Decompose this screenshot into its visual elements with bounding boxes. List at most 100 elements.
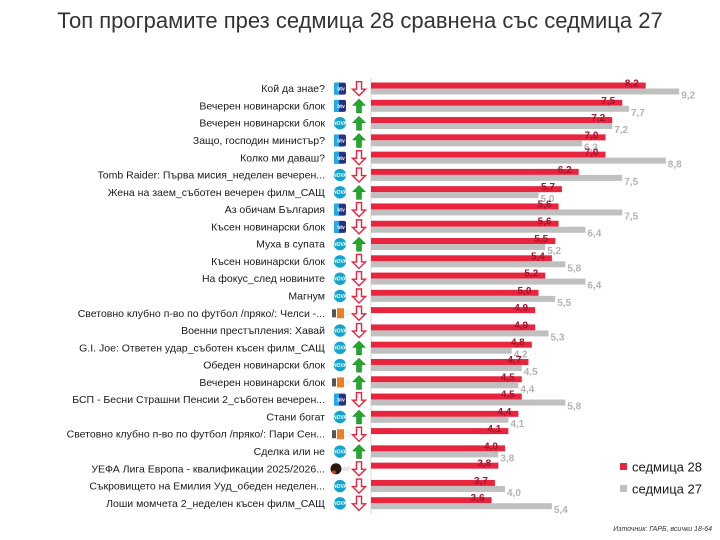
legend-swatch-week28 [620, 463, 627, 470]
trend-up-arrow-icon [351, 184, 367, 200]
bar-week28 [371, 151, 606, 158]
trend-down-arrow-icon [350, 201, 368, 218]
value-label-week27: 5,8 [567, 402, 581, 413]
bar-week28 [371, 462, 499, 469]
bar-week27 [371, 174, 623, 181]
nova-logo-icon-text: NOVA [333, 277, 347, 283]
value-label-week27: 4,2 [514, 350, 528, 361]
value-label-week28: 4,8 [511, 338, 525, 349]
bar-week27 [371, 157, 666, 164]
bar-week28 [371, 82, 646, 89]
trend-up-arrow-icon [351, 115, 367, 131]
trend-down-arrow-icon [350, 495, 368, 512]
value-label-week27: 4,0 [507, 488, 521, 499]
nova-logo-icon [333, 186, 347, 199]
btv-logo-icon-text: btv [337, 104, 345, 110]
value-label-week28: 5,4 [531, 251, 545, 262]
value-label-week28: 5,0 [518, 286, 532, 297]
category-label: Стани богат [266, 411, 325, 423]
bar-week28 [371, 497, 492, 504]
diema-logo-tail-icon [342, 466, 350, 471]
bar-week27 [371, 192, 539, 199]
legend-label-week28: седмица 28 [632, 460, 702, 475]
value-label-week27: 5,2 [547, 246, 561, 257]
bar-week27 [371, 123, 613, 130]
category-label: Защо, господин министър? [193, 135, 325, 147]
bar-week28 [371, 428, 509, 435]
legend-swatch-week27 [620, 485, 627, 492]
bar-week27 [371, 416, 509, 423]
value-label-week28: 4,0 [484, 441, 498, 452]
nova-logo-icon-text: NOVA [333, 346, 347, 352]
value-label-week28: 5,6 [538, 199, 552, 210]
value-label-week27: 8,8 [668, 160, 682, 171]
nova-logo-icon [333, 117, 347, 130]
bar-week28 [371, 445, 505, 452]
nova-logo-icon [333, 255, 347, 268]
bar-week27 [371, 503, 552, 510]
nova-news-logo-icon [337, 429, 344, 440]
category-label: Късен новинарски блок [211, 221, 325, 233]
btv-logo-icon-text: btv [337, 398, 345, 404]
bar-week27 [371, 399, 566, 406]
value-label-week27: 5,8 [567, 263, 581, 274]
nova-logo-icon [333, 289, 347, 303]
value-label-week28: 7,5 [601, 96, 615, 107]
nova-logo-icon-text: NOVA [333, 121, 347, 127]
bar-week28 [371, 376, 522, 383]
value-label-week28: 3,6 [471, 493, 485, 504]
category-label: УЕФА Лига Европа - квалификации 2025/202… [91, 463, 325, 475]
value-label-week28: 5,6 [538, 217, 552, 228]
trend-up-arrow-icon [351, 133, 367, 148]
trend-down-arrow-icon [350, 288, 368, 304]
bar-week28 [371, 324, 536, 331]
value-label-week27: 7,5 [624, 177, 638, 188]
nova-news-logo-tail-icon [345, 431, 351, 438]
bar-week28 [371, 220, 559, 227]
value-label-week28: 4,1 [487, 424, 501, 435]
value-label-week27: 3,8 [500, 453, 514, 464]
value-label-week27: 6,4 [587, 281, 601, 292]
category-label: Муха в супата [256, 239, 325, 251]
value-label-week28: 8,2 [625, 79, 639, 90]
bar-week28 [371, 168, 579, 175]
btv-logo-icon-text: btv [337, 225, 345, 231]
trend-up-arrow-icon [351, 236, 367, 252]
value-label-week28: 4,9 [514, 303, 528, 314]
trend-up-arrow-icon [351, 444, 367, 459]
nova-logo-icon-text: NOVA [333, 242, 347, 248]
value-label-week27: 5,4 [554, 505, 568, 516]
trend-down-arrow-icon [350, 150, 368, 166]
trend-down-arrow-icon [350, 305, 368, 322]
nova-news-logo-bar-icon [332, 430, 336, 439]
nova-logo-icon-text: NOVA [333, 415, 347, 421]
nova-news-logo-tail-icon [345, 379, 351, 386]
bar-week28 [371, 289, 539, 296]
category-label: Кой да знае? [261, 83, 325, 95]
trend-down-arrow-icon [350, 80, 368, 97]
bar-week27 [371, 295, 556, 302]
bar-week27 [371, 226, 586, 233]
value-label-week27: 7,5 [624, 211, 638, 222]
value-label-week27: 5,5 [557, 298, 571, 309]
value-label-week28: 4,4 [497, 407, 511, 418]
value-label-week27: 4,1 [510, 419, 524, 430]
btv-logo-stripe-icon [334, 393, 339, 406]
nova-news-logo-icon [337, 377, 344, 388]
bar-week28 [371, 410, 519, 417]
nova-logo-icon [333, 324, 347, 337]
trend-up-arrow-icon [351, 340, 367, 356]
value-label-week28: 5,7 [541, 182, 555, 193]
trend-up-arrow-icon [351, 375, 367, 390]
category-label: Военни престъпления: Хавай [181, 325, 325, 337]
bar-week27 [371, 330, 549, 337]
category-label: Вечерен новинарски блок [199, 100, 325, 112]
nova-logo-icon [333, 272, 347, 285]
nova-logo-icon [333, 497, 347, 510]
value-label-week28: 5,2 [524, 269, 538, 280]
nova-news-logo-icon [337, 308, 344, 319]
btv-logo-stripe-icon [334, 82, 339, 95]
value-label-week27: 4,4 [520, 384, 534, 395]
btv-logo-icon-text: btv [337, 138, 345, 144]
category-label: БСП - Бесни Страшни Пенсии 2_съботен веч… [72, 394, 325, 406]
